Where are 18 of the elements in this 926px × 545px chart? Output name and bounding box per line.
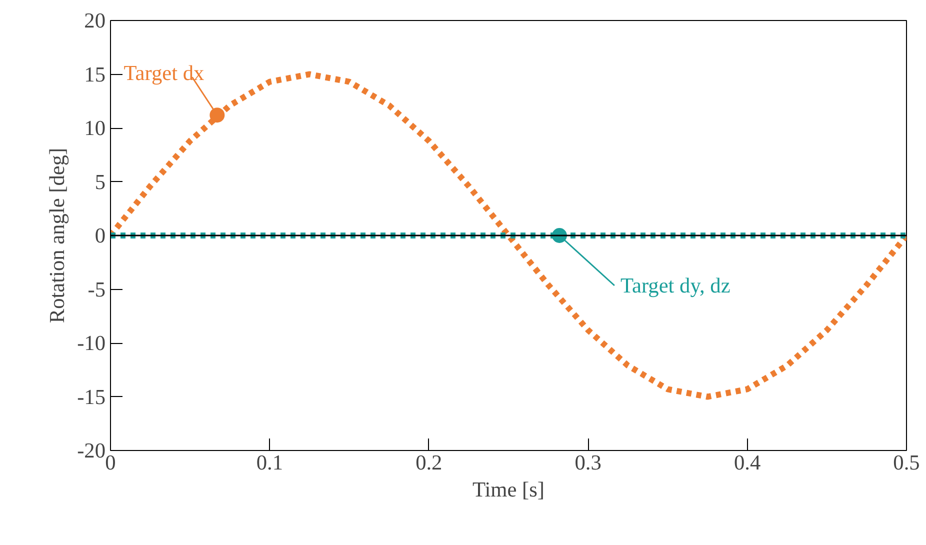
x-tick-label: 0.4	[734, 450, 761, 474]
x-tick-label: 0.1	[256, 450, 284, 474]
y-tick-label: 5	[94, 170, 106, 194]
y-tick-label: 0	[94, 224, 106, 248]
annotation: Target dx	[124, 61, 204, 86]
y-tick-label: 15	[84, 62, 106, 86]
x-tick-label: 0.2	[416, 450, 442, 474]
x-tick-label: 0.5	[893, 450, 920, 474]
y-tick-label: -20	[77, 438, 106, 462]
annotation: Target dy, dz	[620, 274, 730, 298]
y-tick-label: 20	[84, 8, 106, 32]
x-axis-title: Time [s]	[472, 478, 545, 502]
y-tick-label: -10	[77, 331, 106, 355]
y-tick-label: 10	[84, 116, 106, 140]
x-tick-label: 0.3	[574, 450, 602, 474]
y-tick-label: -5	[88, 277, 106, 302]
y-tick-label: -15	[77, 384, 106, 409]
y-axis-title: Rotation angle [deg]	[45, 148, 70, 324]
